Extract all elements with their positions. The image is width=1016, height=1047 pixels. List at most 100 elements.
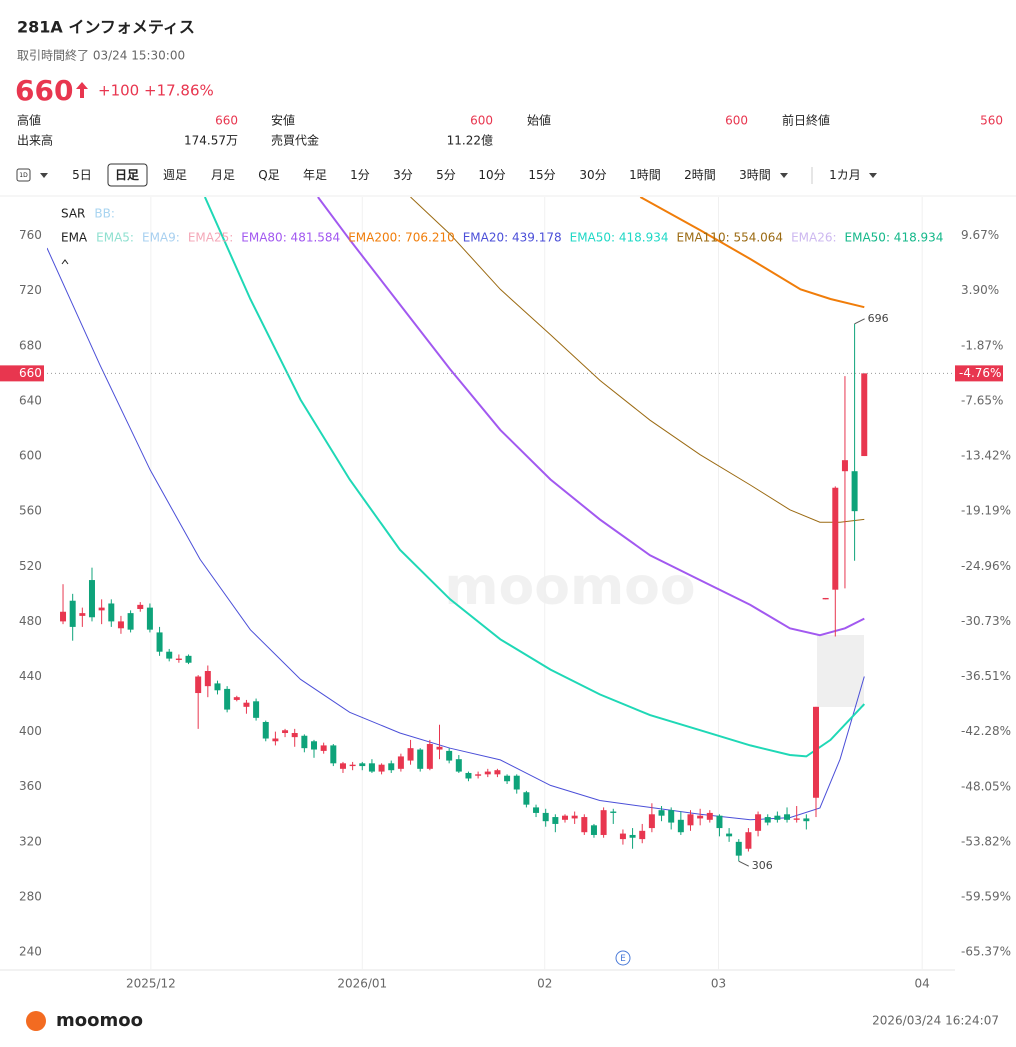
candle-body [774, 815, 781, 820]
candle-body [79, 613, 86, 616]
leader [738, 860, 749, 867]
interval-icon [16, 168, 31, 182]
legend-entry[interactable]: EMA9: [142, 231, 180, 245]
legend-entry[interactable]: EMA26: [791, 231, 836, 245]
candle-body [629, 834, 636, 838]
y-tick-label: 280 [19, 889, 42, 903]
toolbar-item[interactable]: 年足 [303, 168, 327, 182]
candle-body [793, 818, 800, 820]
toolbar-item[interactable]: 週足 [163, 168, 187, 182]
y-tick-label: 240 [19, 945, 42, 959]
candle-body [841, 460, 848, 472]
candle-body [764, 817, 771, 823]
candle-body [619, 833, 626, 840]
candle-body [716, 815, 723, 829]
candle-body [697, 815, 704, 819]
toolbar-item[interactable]: 5分 [436, 168, 456, 182]
stat-value: 174.57万 [184, 134, 238, 148]
candle-body [832, 487, 839, 590]
y2-tick-label: -7.65% [961, 393, 1003, 407]
event-marker [615, 950, 631, 966]
y-tick-label: 320 [19, 834, 42, 848]
candle-body [552, 817, 559, 824]
candle-body [253, 701, 260, 718]
candle-body [311, 741, 318, 750]
stat-label: 前日終値 [782, 113, 830, 128]
candle-body [282, 730, 289, 734]
candle-body [484, 771, 491, 775]
candle-body [571, 815, 578, 819]
toolbar-item[interactable]: 3時間 [739, 168, 771, 182]
y-tick-label: 680 [19, 338, 42, 352]
ema-line [410, 197, 865, 523]
x-tick-label: 2025/12 [126, 977, 176, 991]
y-tick-label: 600 [19, 449, 42, 463]
candle-body [542, 812, 549, 822]
candle-body [706, 812, 713, 820]
candle-body [185, 655, 192, 663]
toolbar-item[interactable]: 30分 [579, 168, 606, 182]
y-tick-label: 640 [19, 393, 42, 407]
toolbar-item[interactable]: 5日 [72, 168, 92, 182]
event-marker-label[interactable]: E [620, 954, 626, 964]
toolbar-item[interactable]: 2時間 [684, 168, 716, 182]
y-tick-label: 440 [19, 669, 42, 683]
legend-entry[interactable]: SAR [61, 207, 85, 221]
y2-tick-label: -13.42% [961, 449, 1011, 463]
y2-tick-label: -59.59% [961, 889, 1011, 903]
candle-body [224, 688, 231, 710]
candle-body [735, 841, 742, 856]
candle-body [426, 744, 433, 769]
stat-value: 560 [980, 114, 1003, 128]
active-tab [107, 163, 148, 187]
price-tag [0, 365, 44, 382]
legend-entry[interactable]: BB: [94, 207, 115, 221]
candle-body [156, 632, 163, 652]
candle-body [214, 683, 221, 691]
y2-tick-label: -24.96% [961, 559, 1011, 573]
toolbar-item[interactable]: 15分 [528, 168, 555, 182]
plot [47, 197, 923, 970]
candle-body [513, 775, 520, 790]
toolbar-item[interactable]: 日足 [115, 168, 139, 182]
candle-body [446, 750, 453, 761]
candle-body [291, 733, 298, 738]
toolbar-item[interactable]: Q足 [258, 168, 279, 182]
candle-body [233, 697, 240, 700]
candle-body [243, 702, 250, 707]
candle-body [687, 814, 694, 826]
legend-entry[interactable]: EMA50: 418.934 [570, 231, 669, 245]
legend-entry[interactable]: EMA110: 554.064 [677, 231, 784, 245]
toolbar-item[interactable]: 1分 [350, 168, 370, 182]
legend-entry[interactable]: EMA50: 418.934 [845, 231, 944, 245]
change-pct: +17.86% [144, 82, 214, 100]
legend-entry[interactable]: EMA25: [188, 231, 233, 245]
candle-body [137, 604, 144, 609]
legend-entry[interactable]: EMA20: 439.178 [463, 231, 562, 245]
legend-entry[interactable]: EMA [61, 231, 88, 245]
toolbar-item[interactable]: 1カ月 [829, 168, 861, 182]
candle-body [581, 817, 588, 833]
toolbar-item[interactable]: 月足 [211, 168, 235, 182]
legend-entry[interactable]: EMA200: 706.210 [348, 231, 455, 245]
candle-body [726, 833, 733, 837]
candle-body [88, 580, 95, 618]
ema-line [317, 197, 865, 637]
legend-entry[interactable]: EMA5: [96, 231, 134, 245]
y-tick-label: 720 [19, 283, 42, 297]
toolbar-item[interactable]: 3分 [393, 168, 413, 182]
stat-value: 11.22億 [447, 134, 493, 148]
toolbar-item[interactable]: 1時間 [629, 168, 661, 182]
y2-tick-label: -30.73% [961, 614, 1011, 628]
toolbar-item[interactable]: 10分 [478, 168, 505, 182]
legend-entry[interactable]: EMA80: 481.584 [241, 231, 340, 245]
candle-body [504, 775, 511, 782]
stat-value: 660 [215, 114, 238, 128]
low-label: 306 [752, 859, 773, 872]
candle-body [349, 764, 356, 767]
x-tick-label: 2026/01 [337, 977, 387, 991]
dropdown [40, 173, 48, 178]
candle-body [658, 810, 665, 816]
candle-body [98, 607, 105, 611]
watermark: moomoo [444, 557, 695, 617]
